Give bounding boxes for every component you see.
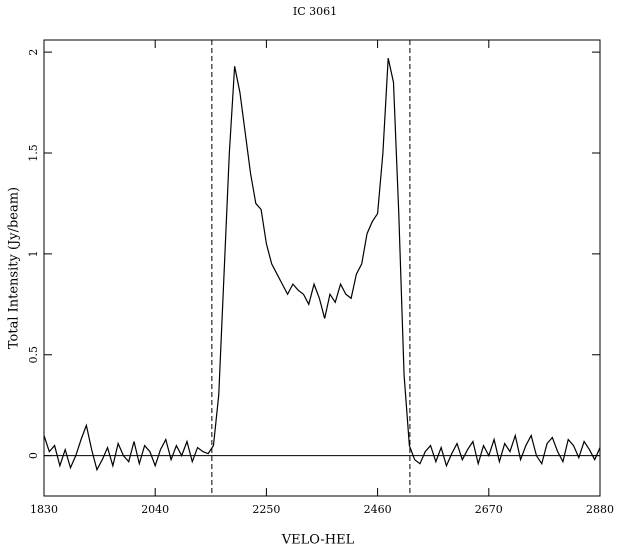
x-tick-label: 2670 bbox=[475, 503, 503, 516]
spectrum-line bbox=[43, 58, 601, 472]
y-tick-label: 0 bbox=[27, 452, 40, 459]
chart-title: IC 3061 bbox=[293, 5, 337, 18]
x-tick-label: 1830 bbox=[30, 503, 58, 516]
x-tick-label: 2040 bbox=[141, 503, 169, 516]
x-tick-label: 2250 bbox=[252, 503, 280, 516]
y-tick-label: 2 bbox=[27, 49, 40, 56]
x-axis-label: VELO-HEL bbox=[281, 533, 355, 548]
y-tick-label: 1.5 bbox=[27, 144, 40, 162]
plot-frame bbox=[43, 39, 601, 497]
y-tick-label: 0.5 bbox=[27, 346, 40, 364]
y-tick-label: 1 bbox=[27, 250, 40, 257]
y-axis-label: Total Intensity (Jy/beam) bbox=[7, 187, 22, 349]
x-tick-label: 2460 bbox=[364, 503, 392, 516]
x-tick-label: 2880 bbox=[586, 503, 614, 516]
